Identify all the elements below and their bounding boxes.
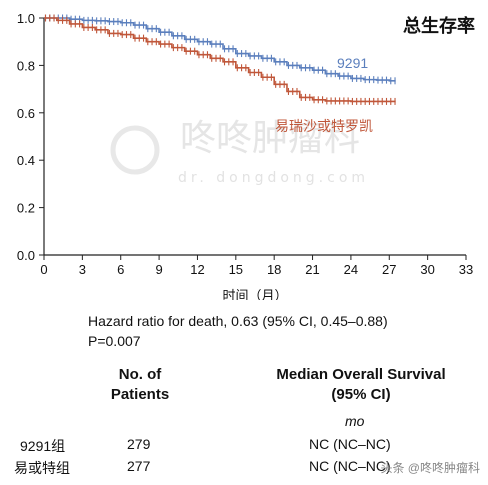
x-tick-label: 12 — [190, 262, 204, 277]
km-chart: 咚咚肿瘤科 dr. dongdong.com 0 3 6 9 12 15 18 21 24 27 3… — [17, 11, 475, 300]
median-os-header-line1: Median Overall Survival — [276, 366, 446, 383]
chart-curves — [44, 14, 396, 105]
y-tick-label: 0.2 — [17, 201, 35, 216]
x-tick-label: 18 — [267, 262, 281, 277]
km-curve-9291 — [44, 17, 396, 82]
y-tick-label: 1.0 — [17, 11, 35, 26]
x-tick-label: 27 — [382, 262, 396, 277]
x-tick-label: 6 — [117, 262, 124, 277]
chart-title: 总生存率 — [403, 15, 475, 37]
y-tick-label: 0.0 — [17, 248, 35, 263]
unit-label: mo — [345, 413, 365, 429]
watermark: 咚咚肿瘤科 dr. dongdong.com — [110, 118, 369, 186]
row-median: NC (NC–NC) — [309, 436, 391, 452]
series-label-comparator: 易瑞沙或特罗凯 — [275, 119, 373, 135]
watermark-url: dr. dongdong.com — [178, 170, 369, 186]
x-tick-label: 0 — [40, 262, 47, 277]
row-patients: 277 — [127, 458, 151, 474]
x-tick-label: 15 — [229, 262, 243, 277]
hazard-ratio-text: Hazard ratio for death, 0.63 (95% CI, 0.… — [88, 313, 388, 329]
x-tick-label: 24 — [344, 262, 358, 277]
x-tick-label: 33 — [459, 262, 473, 277]
x-tick-label: 9 — [155, 262, 162, 277]
series-label-9291: 9291 — [337, 55, 368, 71]
patients-header-line2: Patients — [110, 386, 170, 403]
y-tick-label: 0.8 — [17, 58, 35, 73]
p-value-text: P=0.007 — [88, 333, 141, 349]
y-tick-label: 0.6 — [17, 106, 35, 121]
row-patients: 279 — [127, 436, 151, 452]
y-tick-label: 0.4 — [17, 153, 35, 168]
patients-header-line1: No. of — [118, 366, 162, 383]
watermark-brand: 咚咚肿瘤科 — [180, 118, 360, 159]
row-group: 9291组 — [20, 438, 66, 454]
row-group: 易或特组 — [14, 460, 70, 476]
km-curve-comparator — [44, 17, 396, 103]
x-tick-label: 3 — [79, 262, 86, 277]
watermark-footer: 头条 @咚咚肿瘤科 — [380, 461, 480, 475]
chart-axes: 0 3 6 9 12 15 18 21 24 27 30 33 0.0 0.2 0.4 0.6 0.8 1.0 — [17, 11, 473, 277]
row-median: NC (NC–NC) — [309, 458, 391, 474]
x-tick-label: 21 — [305, 262, 319, 277]
median-os-header-line2: (95% CI) — [331, 386, 391, 403]
median-os-header: Median Overall Survival (95% CI) — [250, 365, 472, 405]
patients-header: No. of Patients — [100, 365, 180, 405]
x-tick-label: 30 — [420, 262, 434, 277]
x-axis-label: 时间（月） — [222, 289, 287, 300]
watermark-logo-icon — [110, 125, 160, 175]
